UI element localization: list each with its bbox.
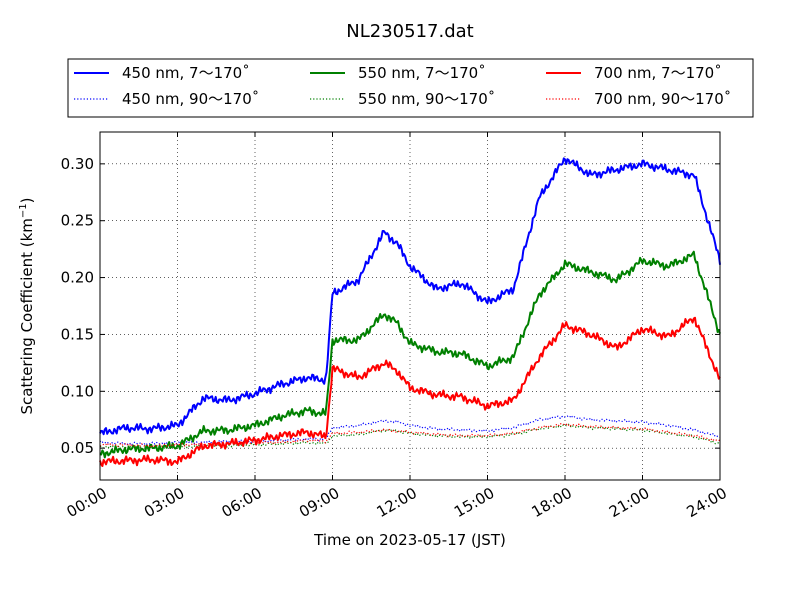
legend: 450 nm, 7～170˚ 450 nm, 90～170˚ 550 nm, 7～1…	[67, 58, 754, 118]
series-line	[99, 414, 721, 446]
legend-label: 700 nm, 90～170˚	[594, 90, 731, 108]
y-axis-label-main: Scattering Coefficient (km	[18, 218, 36, 414]
x-tick-label: 00:00	[64, 484, 110, 521]
legend-label: 450 nm, 7～170˚	[122, 64, 250, 82]
legend-box	[67, 58, 754, 118]
y-tick-label: 0.25	[61, 212, 94, 230]
x-tick-label: 24:00	[684, 484, 730, 521]
series-line	[99, 316, 721, 467]
y-axis-label-sup: −1	[18, 203, 29, 218]
x-tick-label: 21:00	[606, 484, 652, 521]
x-tick-label: 12:00	[374, 484, 420, 521]
chart-title: NL230517.dat	[346, 21, 473, 42]
x-tick-label: 06:00	[219, 484, 265, 521]
y-axis-label-close: )	[18, 197, 36, 203]
grid	[100, 132, 720, 480]
legend-label: 700 nm, 7～170˚	[594, 64, 722, 82]
legend-label: 550 nm, 7～170˚	[358, 64, 486, 82]
x-tick-label: 03:00	[141, 484, 187, 521]
series-layer	[99, 157, 721, 467]
legend-label: 450 nm, 90～170˚	[122, 90, 259, 108]
series-line	[99, 422, 721, 448]
series-line	[99, 250, 721, 459]
y-tick-label: 0.10	[61, 382, 94, 400]
ticks: 00:00 03:00 06:00 09:00 12:00 15:00 18:00 21:00…	[61, 132, 730, 521]
x-axis-label: Time on 2023-05-17 (JST)	[313, 531, 506, 549]
y-tick-label: 0.05	[61, 439, 94, 457]
y-tick-label: 0.15	[61, 325, 94, 343]
legend-label: 550 nm, 90～170˚	[358, 90, 495, 108]
x-tick-label: 09:00	[296, 484, 342, 521]
series-line	[99, 423, 721, 450]
y-tick-label: 0.30	[61, 155, 94, 173]
y-axis-label: Scattering Coefficient (km−1)	[18, 197, 36, 414]
x-tick-label: 18:00	[529, 484, 575, 521]
y-tick-label: 0.20	[61, 269, 94, 287]
series-line	[99, 157, 721, 436]
x-tick-label: 15:00	[451, 484, 497, 521]
